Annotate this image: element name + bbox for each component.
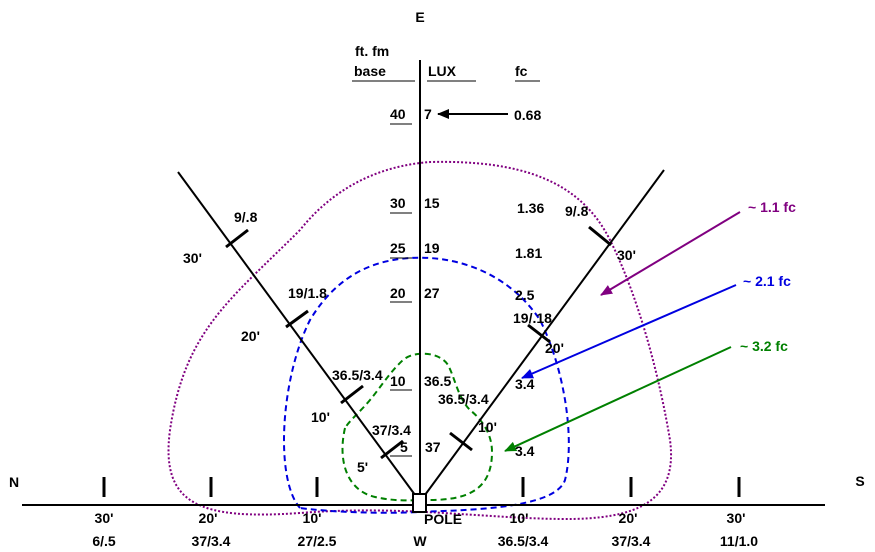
baseline-distance: 20': [199, 510, 218, 526]
left-diagonal-reading: 36.5/3.4: [332, 367, 383, 383]
baseline-reading: 37/3.4: [192, 533, 231, 549]
diagonal-ticks: [225, 225, 612, 460]
right-diagonal-reading: 19/.18: [513, 310, 552, 326]
header-distance-line2: base: [354, 63, 386, 79]
compass-east: E: [415, 9, 424, 25]
right-diagonal-distance: 10': [478, 419, 497, 435]
left-diagonal-reading: 19/1.8: [288, 285, 327, 301]
center-distance: 25: [390, 240, 406, 256]
center-distance: 20: [390, 285, 406, 301]
center-lux: 36.5: [424, 373, 451, 389]
left-diagonal: [177, 171, 419, 500]
baseline-distance: 10': [303, 510, 322, 526]
contour-2-1fc: [283, 256, 570, 514]
right-diagonal-distance: 30': [617, 247, 636, 263]
baseline-reading: 6/.5: [92, 533, 116, 549]
center-fc: 1.81: [515, 245, 542, 261]
baseline-distance: 10': [510, 510, 529, 526]
center-distance: 30: [390, 195, 406, 211]
contour-3-2fc-label: ~ 3.2 fc: [740, 338, 788, 354]
contour-1-1fc-arrow: [600, 211, 741, 296]
header-fc: fc: [515, 63, 528, 79]
left-diagonal-distance: 20': [241, 328, 260, 344]
contour-1-1fc-label: ~ 1.1 fc: [748, 199, 796, 215]
left-diagonal-reading: 9/.8: [234, 209, 258, 225]
right-diagonal-reading: 9/.8: [565, 203, 589, 219]
baseline-reading: 11/1.0: [720, 533, 758, 549]
compass-north: N: [9, 474, 19, 490]
center-fc: 3.4: [515, 376, 535, 392]
center-distance: 40: [390, 106, 406, 122]
baseline-distance: 20': [619, 510, 638, 526]
right-diagonal: [421, 169, 665, 500]
right-diagonal-distance: 20': [545, 340, 564, 356]
contour-2-1fc-arrow: [521, 284, 737, 379]
center-fc: 2.5: [515, 287, 535, 303]
contour-3-2fc-arrow: [504, 346, 732, 452]
center-distance: 5: [400, 439, 408, 455]
left-diagonal-reading: 37/3.4: [372, 422, 411, 438]
baseline-ticks: [102, 477, 741, 497]
compass-west: W: [413, 533, 427, 549]
pole-label: POLE: [424, 511, 462, 527]
compass-south: S: [855, 473, 864, 489]
contour-3-2fc: [341, 352, 494, 502]
pole-marker: [412, 493, 427, 513]
center-lux: 37: [425, 439, 441, 455]
center-fc: 0.68: [514, 107, 541, 123]
center-fc: 1.36: [517, 200, 544, 216]
contour-1-1fc: [167, 160, 673, 521]
center-distance: 10: [390, 373, 406, 389]
baseline-distance: 30': [95, 510, 114, 526]
right-diagonal-reading: 36.5/3.4: [438, 391, 489, 407]
center-lux: 19: [424, 240, 440, 256]
baseline-distance: 30': [727, 510, 746, 526]
baseline-reading: 36.5/3.4: [498, 533, 549, 549]
center-lux: 27: [424, 285, 440, 301]
center-lux: 15: [424, 195, 440, 211]
contour-2-1fc-label: ~ 2.1 fc: [743, 273, 791, 289]
header-lux: LUX: [428, 63, 457, 79]
left-diagonal-distance: 30': [183, 250, 202, 266]
distance-underlines: [390, 123, 412, 457]
center-fc: 3.4: [515, 443, 535, 459]
baseline-reading: 37/3.4: [612, 533, 651, 549]
left-diagonal-distance: 5': [357, 459, 368, 475]
header-distance-line1: ft. fm: [355, 43, 389, 59]
baseline-reading: 27/2.5: [298, 533, 337, 549]
center-lux: 7: [424, 106, 432, 122]
left-diagonal-distance: 10': [311, 409, 330, 425]
